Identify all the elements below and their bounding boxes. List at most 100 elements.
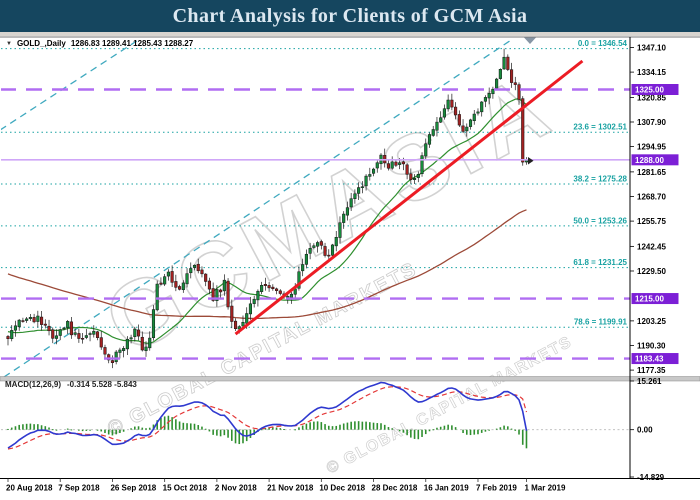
candle-down (386, 163, 391, 169)
macd-histogram-bar (503, 425, 505, 430)
candle-up (446, 99, 450, 110)
candle-down (140, 336, 144, 351)
macd-pane (1, 381, 630, 450)
macd-histogram-bar (380, 423, 382, 430)
macd-histogram-bar (115, 429, 117, 435)
trend-channel-line[interactable] (3, 38, 513, 378)
macd-histogram-bar (402, 429, 405, 433)
trendline[interactable] (234, 59, 584, 336)
chevron-down-icon[interactable]: ▼ (6, 40, 12, 47)
macd-histogram-bar (346, 422, 349, 430)
time-axis-label: 26 Sep 2018 (110, 484, 156, 493)
price-axis-label: 1177.35 (637, 366, 666, 375)
macd-histogram-bar (238, 429, 241, 445)
macd-histogram-bar (81, 429, 84, 432)
candle-down (196, 263, 200, 272)
candle-down (77, 333, 81, 339)
candle-down (95, 331, 100, 338)
candle-down (69, 321, 73, 336)
macd-histogram-bar (294, 429, 297, 431)
price-axis-label: 1242.45 (637, 242, 666, 251)
candle-down (521, 98, 525, 163)
candle-up (245, 313, 249, 324)
macd-histogram-bar (111, 429, 114, 436)
price-badge-label: 1183.43 (635, 355, 664, 364)
candle-up (427, 134, 432, 145)
fast-ma-line (7, 98, 527, 344)
macd-axis-label: -14.829 (637, 473, 665, 482)
macd-histogram-bar (212, 429, 214, 435)
candle-up (248, 303, 252, 315)
macd-histogram-bar (320, 422, 323, 430)
candle-down (327, 254, 331, 257)
chart-canvas[interactable]: GCMASIA© GLOBAL CAPITAL MARKETS© GLOBAL … (0, 36, 700, 500)
pane-separator[interactable] (0, 376, 700, 382)
macd-histogram-bar (316, 421, 319, 430)
candle-up (166, 271, 170, 277)
candle-down (174, 281, 178, 288)
trend-channel-line[interactable] (0, 38, 140, 131)
macd-histogram-bar (189, 423, 192, 430)
macd-histogram-bar (234, 429, 237, 444)
macd-histogram-bar (37, 424, 39, 430)
macd-histogram-bar (44, 426, 47, 430)
macd-histogram-bar (70, 429, 73, 431)
candle-down (319, 241, 323, 246)
macd-histogram-bar (477, 429, 479, 435)
time-axis-label: 28 Dec 2018 (372, 484, 418, 493)
price-axis-label: 1294.95 (637, 143, 666, 152)
macd-histogram-bar (372, 422, 375, 430)
candle-up (151, 309, 156, 338)
macd-histogram-bar (313, 421, 315, 430)
time-axis-label: 21 Nov 2018 (267, 484, 314, 493)
macd-histogram-bar (447, 424, 449, 430)
price-badge-label: 1325.00 (635, 85, 664, 94)
macd-histogram-bar (406, 429, 408, 436)
candle-up (301, 264, 305, 272)
candle-up (241, 322, 245, 327)
candle-up (122, 348, 126, 351)
macd-histogram-bar (488, 429, 490, 431)
macd-histogram-bar (369, 422, 371, 430)
candle-down (6, 336, 10, 340)
macd-histogram-bar (417, 429, 420, 440)
candle-up (144, 346, 148, 352)
candle-up (133, 328, 137, 337)
chart-shift-marker-icon[interactable] (524, 37, 536, 45)
candle-up (297, 271, 301, 289)
macd-histogram-bar (78, 429, 80, 431)
candle-up (125, 339, 129, 350)
candle-up (390, 161, 394, 169)
candle-up (368, 174, 372, 177)
candle-up (252, 298, 256, 304)
macd-histogram-bar (55, 429, 58, 431)
macd-histogram-bar (107, 429, 110, 435)
macd-histogram-bar (454, 427, 457, 430)
candle-down (263, 284, 267, 286)
fib-level-label: 38.2 = 1275.28 (573, 174, 627, 183)
macd-histogram-bar (134, 426, 136, 430)
candle-up (345, 207, 349, 216)
slow-ma-line (7, 209, 527, 320)
candle-down (510, 69, 514, 83)
candle-down (103, 347, 107, 355)
candle-up (431, 129, 435, 136)
candle-up (155, 283, 159, 311)
candle-up (465, 126, 469, 132)
macd-histogram-bar (227, 429, 229, 438)
candle-up (472, 113, 476, 121)
macd-histogram-bar (249, 429, 252, 438)
candle-up (118, 349, 122, 353)
candle-up (468, 119, 473, 127)
current-bar-arrow-icon (528, 157, 534, 165)
candle-up (163, 276, 167, 285)
macd-histogram-bar (193, 423, 196, 430)
macd-histogram-bar (137, 426, 140, 430)
candle-down (40, 316, 44, 325)
macd-histogram-bar (514, 429, 517, 431)
price-badge-label: 1215.00 (635, 295, 664, 304)
price-axis-label: 1229.50 (637, 267, 666, 276)
candle-up (502, 56, 506, 70)
candle-up (73, 332, 77, 335)
macd-histogram-bar (18, 424, 20, 430)
